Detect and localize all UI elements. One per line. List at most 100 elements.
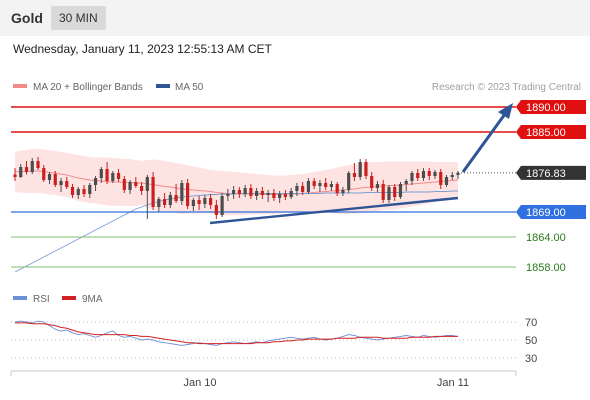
- candle-body: [375, 184, 380, 188]
- candle-body: [82, 189, 86, 194]
- candle-body: [283, 194, 288, 197]
- rsi-panel: 70 50 30: [11, 317, 537, 365]
- candle-body: [439, 172, 443, 185]
- candle-body: [255, 191, 259, 196]
- x-tick-label-jan-10: Jan 10: [183, 377, 216, 389]
- candle-body: [410, 173, 414, 181]
- candle-body: [111, 173, 115, 181]
- candle-body: [105, 169, 109, 181]
- candle-body: [306, 181, 311, 192]
- candle-body: [209, 198, 213, 205]
- candle-body: [444, 177, 449, 185]
- candle-body: [36, 161, 40, 168]
- candle-body: [278, 194, 282, 198]
- candle-body: [116, 173, 121, 179]
- candle-body: [122, 179, 126, 190]
- candle-body: [168, 195, 172, 205]
- candle-body: [151, 177, 155, 207]
- header-bar: Gold 30 MIN: [0, 0, 590, 36]
- target-arrow-shaft: [461, 113, 507, 173]
- candle-body: [180, 183, 184, 201]
- candle-body: [30, 161, 34, 172]
- candle-body: [232, 190, 236, 194]
- candle-body: [93, 178, 98, 185]
- candle-body: [185, 183, 190, 206]
- candle-body: [318, 183, 322, 186]
- rsi-legend-swatch: [13, 296, 27, 300]
- timeframe-badge[interactable]: 30 MIN: [51, 6, 106, 30]
- candle-body: [393, 187, 397, 197]
- candle-body: [203, 198, 207, 204]
- trend-line: [209, 196, 459, 225]
- ma-bb-legend-label: MA 20 + Bollinger Bands: [33, 82, 143, 93]
- candle-body: [266, 193, 270, 195]
- rsi-line: [14, 320, 459, 346]
- candle-body: [157, 199, 161, 207]
- candle-body: [99, 169, 103, 178]
- resistance-price-tag: [516, 125, 586, 139]
- candle-body: [416, 173, 420, 178]
- resistance-price-tag: [516, 100, 586, 114]
- candle-body: [134, 182, 138, 186]
- candle-body: [370, 176, 374, 188]
- candles-layer: [13, 157, 460, 219]
- candle-body: [249, 188, 253, 196]
- research-credit: Research © 2023 Trading Central: [432, 82, 581, 93]
- candle-body: [47, 174, 52, 180]
- target-price-label: 1864.00: [526, 232, 566, 244]
- candle-body: [427, 171, 431, 176]
- ma50-legend-label: MA 50: [175, 82, 204, 93]
- resistance-price-label: 1890.00: [526, 102, 566, 114]
- candle-body: [53, 174, 57, 185]
- candle-body: [329, 184, 334, 187]
- bollinger-band-fill: [15, 149, 458, 216]
- candle-body: [295, 186, 299, 191]
- candle-body: [19, 167, 23, 177]
- candle-body: [433, 172, 437, 176]
- candle-body: [139, 186, 144, 191]
- annotation-layer: [209, 103, 513, 225]
- candle-body: [324, 183, 328, 187]
- ma50-legend-swatch: [156, 84, 170, 88]
- candle-body: [398, 184, 403, 197]
- candle-body: [65, 181, 69, 187]
- rsi-level-label: 70: [525, 317, 537, 329]
- candle-body: [88, 185, 92, 194]
- candle-body: [358, 162, 362, 177]
- candle-body: [128, 182, 132, 190]
- candle-body: [301, 186, 305, 192]
- candle-body: [364, 162, 368, 176]
- candle-body: [335, 184, 339, 193]
- candle-body: [191, 200, 195, 206]
- rsi-legend-label: RSI: [33, 294, 50, 305]
- candle-body: [272, 193, 276, 198]
- rsi-level-label: 30: [525, 353, 537, 365]
- candle-body: [13, 174, 17, 177]
- candle-body: [162, 199, 167, 205]
- price-level-labels: 1890.00 1885.00 1876.83 1869.00 1864.00 1858.…: [516, 100, 586, 274]
- candle-body: [237, 190, 241, 194]
- rsi-level-label: 50: [525, 335, 537, 347]
- candle-body: [347, 173, 351, 190]
- symbol-title: Gold: [11, 10, 43, 26]
- candle-body: [243, 188, 247, 194]
- candle-body: [145, 177, 149, 191]
- candle-body: [341, 190, 345, 193]
- candle-body: [197, 200, 201, 204]
- candle-body: [42, 168, 46, 180]
- candle-body: [312, 181, 316, 186]
- candle-body: [70, 187, 75, 195]
- ma9-legend-label: 9MA: [82, 294, 103, 305]
- ma9-legend-swatch: [62, 296, 76, 300]
- candle-body: [76, 189, 80, 195]
- resistance-price-label: 1885.00: [526, 127, 566, 139]
- candle-body: [404, 181, 408, 184]
- candle-body: [226, 194, 230, 196]
- datetime-stamp: Wednesday, January 11, 2023 12:55:13 AM …: [13, 42, 272, 56]
- candle-body: [421, 171, 426, 178]
- candle-body: [174, 195, 178, 201]
- candle-body: [59, 181, 63, 185]
- price-levels-layer: [11, 106, 516, 268]
